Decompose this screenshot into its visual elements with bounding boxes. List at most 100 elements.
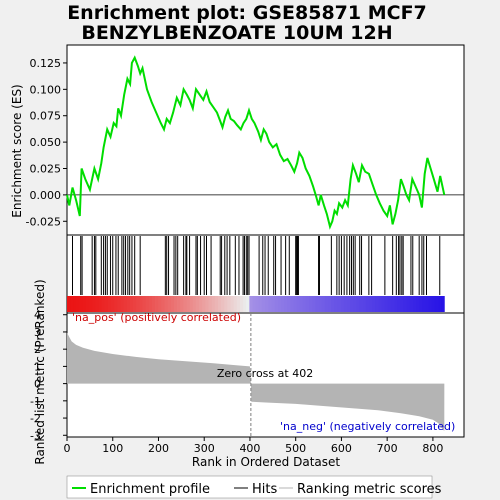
es-y-tick-label: 0.000	[30, 189, 62, 202]
heat-segment	[277, 296, 282, 312]
heat-segment	[375, 296, 379, 312]
heat-segment	[243, 296, 247, 312]
heat-segment	[441, 296, 445, 312]
heat-segment	[315, 296, 319, 312]
heat-segment	[114, 296, 118, 312]
ranking-y-tick-label: 2	[34, 343, 41, 356]
heat-segment	[202, 296, 206, 312]
es-y-tick-label: -0.025	[26, 215, 61, 228]
heat-segment	[70, 296, 74, 312]
heat-segment	[419, 296, 423, 312]
heat-segment	[82, 296, 87, 312]
x-tick-label: 0	[64, 442, 71, 455]
heat-segment	[211, 296, 216, 312]
heat-segment	[79, 296, 84, 312]
heat-segment	[92, 296, 96, 312]
heat-segment	[217, 296, 222, 312]
rank-heat-bar	[67, 296, 445, 312]
heat-segment	[343, 296, 348, 312]
heat-segment	[85, 296, 90, 312]
heat-segment	[205, 296, 209, 312]
es-y-tick-label: 0.075	[30, 110, 62, 123]
heat-segment	[397, 296, 401, 312]
heat-segment	[167, 296, 172, 312]
ranking-y-tick-label: 0	[34, 378, 41, 391]
heat-segment	[158, 296, 162, 312]
x-axis-label: Rank in Ordered Dataset	[192, 455, 340, 469]
heat-segment	[98, 296, 102, 312]
heat-segment	[89, 296, 93, 312]
heat-segment	[221, 296, 225, 312]
es-y-tick-label: 0.025	[30, 163, 62, 176]
heat-segment	[195, 296, 200, 312]
heat-segment	[340, 296, 345, 312]
heat-segment	[346, 296, 351, 312]
heat-segment	[387, 296, 392, 312]
heat-segment	[173, 296, 178, 312]
heat-segment	[349, 296, 354, 312]
heat-segment	[312, 296, 316, 312]
heat-segment	[356, 296, 360, 312]
heat-segment	[67, 296, 71, 312]
neg-correlated-label: 'na_neg' (negatively correlated)	[280, 420, 455, 433]
ranking-y-axis-label: Ranked list metric (PreRanked)	[33, 279, 47, 464]
heat-segment	[151, 296, 156, 312]
heat-segment	[230, 296, 235, 312]
heat-segment	[233, 296, 238, 312]
heat-segment	[145, 296, 150, 312]
hit-marks	[71, 236, 441, 295]
legend-ranking-label: Ranking metric scores	[297, 482, 442, 497]
es-y-tick-label: 0.100	[30, 83, 62, 96]
heat-segment	[416, 296, 420, 312]
zero-cross-label: Zero cross at 402	[217, 367, 313, 380]
heat-segment	[142, 296, 147, 312]
heat-segment	[139, 296, 143, 312]
heat-segment	[302, 296, 307, 312]
ranking-y-tick-label: 3	[34, 326, 41, 339]
heat-segment	[400, 296, 404, 312]
heat-segment	[334, 296, 338, 312]
heat-segment	[136, 296, 140, 312]
heat-segment	[268, 296, 272, 312]
heat-segment	[126, 296, 131, 312]
heat-segment	[246, 296, 250, 312]
es-y-axis-label: Enrichment score (ES)	[10, 84, 24, 217]
heat-segment	[224, 296, 228, 312]
heat-segment	[287, 296, 291, 312]
heat-segment	[438, 296, 442, 312]
chart-title-line2: BENZYLBENZOATE 10UM 12H	[81, 22, 392, 44]
x-tick-label: 500	[285, 442, 306, 455]
es-panel	[66, 44, 465, 236]
heat-segment	[164, 296, 169, 312]
es-y-axis: -0.025 0.000 0.025 0.050 0.075 0.100 0.125	[26, 57, 464, 228]
heat-segment	[155, 296, 159, 312]
heat-segment	[321, 296, 326, 312]
heat-segment	[208, 296, 213, 312]
heat-segment	[422, 296, 426, 312]
heat-segment	[261, 296, 266, 312]
heat-segment	[148, 296, 153, 312]
x-tick-label: 600	[331, 442, 352, 455]
heat-segment	[412, 296, 417, 312]
ranking-y-tick-label: 1	[34, 360, 41, 373]
legend-hits-label: Hits	[252, 482, 277, 497]
heat-segment	[107, 296, 112, 312]
ranking-y-tick-label: 4	[34, 309, 41, 322]
heat-segment	[378, 296, 382, 312]
ranking-metric-area	[67, 332, 445, 431]
heat-segment	[186, 296, 191, 312]
heat-segment	[183, 296, 187, 312]
heat-segment	[331, 296, 335, 312]
heat-segment	[318, 296, 323, 312]
heat-segment	[199, 296, 203, 312]
heat-segment	[293, 296, 297, 312]
x-tick-label: 100	[102, 442, 123, 455]
heat-segment	[274, 296, 279, 312]
ranking-y-axis: -3 -2 -1 0 1 2 3 4	[30, 309, 67, 442]
heat-segment	[120, 296, 124, 312]
legend-box	[66, 475, 433, 499]
heat-segment	[434, 296, 439, 312]
heat-segment	[305, 296, 310, 312]
heat-segment	[359, 296, 363, 312]
x-tick-label: 200	[148, 442, 169, 455]
